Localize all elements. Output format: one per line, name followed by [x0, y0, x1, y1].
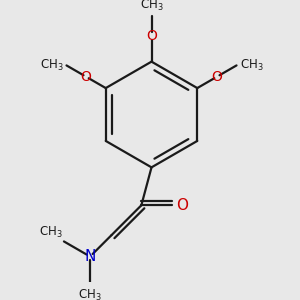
Text: CH$_3$: CH$_3$ [140, 0, 164, 13]
Text: CH$_3$: CH$_3$ [40, 58, 64, 73]
Text: O: O [212, 70, 222, 84]
Text: CH$_3$: CH$_3$ [78, 288, 102, 300]
Text: N: N [84, 249, 96, 264]
Text: O: O [176, 198, 188, 213]
Text: CH$_3$: CH$_3$ [39, 225, 62, 240]
Text: O: O [81, 70, 92, 84]
Text: CH$_3$: CH$_3$ [239, 58, 263, 73]
Text: O: O [146, 29, 157, 43]
